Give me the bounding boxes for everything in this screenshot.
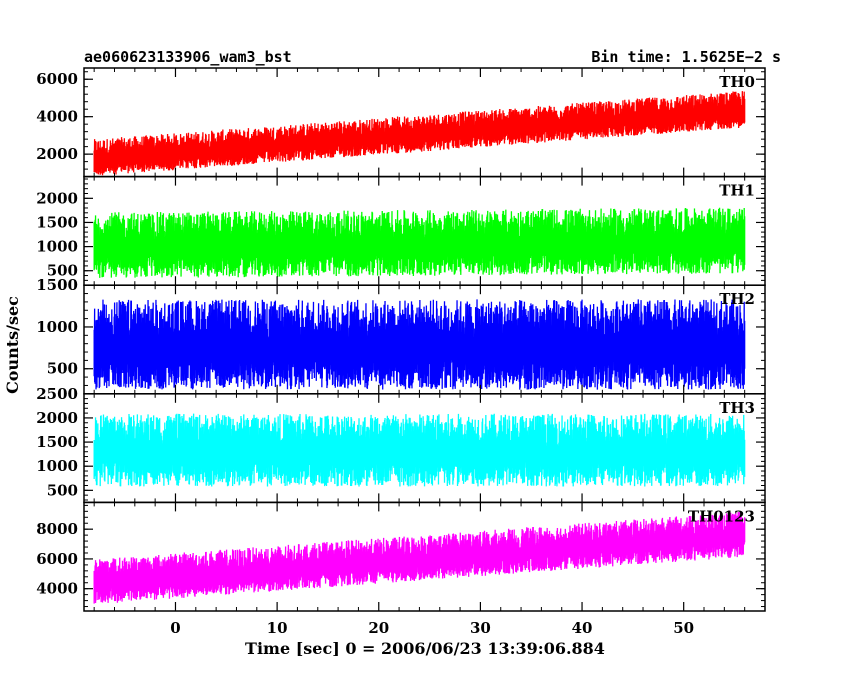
y-tick-label: 1500: [36, 213, 78, 231]
x-axis-title: Time [sec] 0 = 2006/06/23 13:39:06.884: [245, 639, 605, 658]
x-tick-label: 20: [368, 619, 389, 637]
x-tick-label: 10: [267, 619, 288, 637]
series-line-th2: [93, 299, 746, 390]
chart-right-title: Bin time: 1.5625E−2 s: [591, 48, 781, 66]
y-tick-label: 2000: [36, 189, 78, 207]
panel-label-th1: TH1: [719, 182, 755, 200]
y-axis-title: Counts/sec: [3, 296, 22, 394]
y-tick-label: 8000: [36, 520, 78, 538]
x-tick-label: 40: [572, 619, 593, 637]
series-line-th1: [93, 207, 746, 278]
x-tick-label: 30: [470, 619, 491, 637]
panel-label-th0123: TH0123: [688, 507, 755, 525]
y-tick-label: 1500: [36, 433, 78, 451]
series-line-th0123: [93, 511, 746, 604]
panel-label-th0: TH0: [719, 73, 755, 91]
y-tick-label: 1000: [36, 457, 78, 475]
y-tick-label: 1000: [36, 238, 78, 256]
y-tick-label: 2500: [36, 385, 78, 403]
chart-left-title: ae060623133906_wam3_bst: [84, 48, 292, 66]
panel-label-th3: TH3: [719, 399, 755, 417]
series-line-th3: [93, 413, 746, 487]
panel-label-th2: TH2: [719, 290, 755, 308]
x-tick-label: 0: [170, 619, 180, 637]
series-line-th0: [93, 91, 746, 176]
y-tick-label: 2000: [36, 409, 78, 427]
y-tick-label: 500: [47, 262, 78, 280]
y-tick-label: 500: [47, 481, 78, 499]
panel-frame-th0123: [83, 501, 766, 612]
y-tick-label: 6000: [36, 550, 78, 568]
y-tick-label: 4000: [36, 108, 78, 126]
y-tick-label: 500: [47, 360, 78, 378]
y-tick-label: 1500: [36, 276, 78, 294]
y-tick-label: 1000: [36, 318, 78, 336]
y-tick-label: 4000: [36, 580, 78, 598]
x-tick-label: 50: [673, 619, 694, 637]
y-tick-label: 6000: [36, 70, 78, 88]
y-tick-label: 2000: [36, 145, 78, 163]
